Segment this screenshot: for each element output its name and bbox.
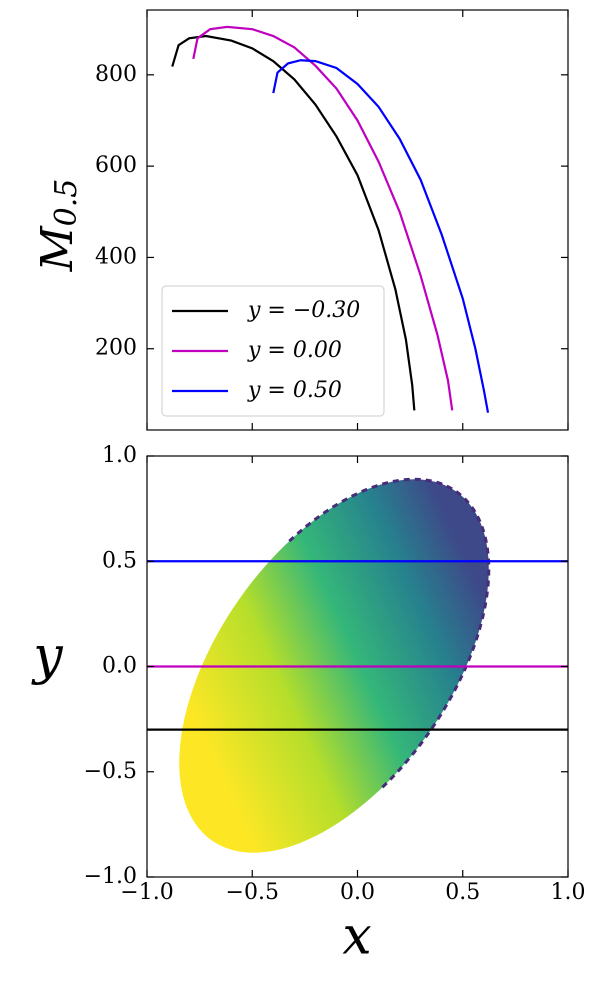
series-line — [272, 59, 490, 413]
x-tick-label: −0.5 — [226, 880, 279, 905]
boundary — [177, 477, 491, 855]
legend-label: y = −0.30 — [247, 298, 360, 323]
y-tick-label: 400 — [95, 244, 137, 269]
y-tick-label: 600 — [95, 153, 137, 178]
y-tick-label: −1.0 — [84, 864, 137, 889]
series-line — [192, 25, 454, 411]
x-tick-label: −1.0 — [120, 880, 173, 905]
legend-label: y = 0.00 — [247, 338, 342, 363]
y-tick-label: 0.0 — [102, 654, 137, 679]
y-axis-label: y — [31, 627, 63, 687]
y-axis-label-base: M — [32, 225, 83, 272]
y-axis-label: M0.5 — [32, 179, 85, 273]
y-tick-label: 200 — [95, 336, 137, 361]
y-axis-label-sub: 0.5 — [49, 179, 84, 227]
legend-label: y = 0.50 — [247, 378, 342, 403]
y-tick-label: 800 — [95, 62, 137, 87]
x-tick-label: 1.0 — [551, 880, 586, 905]
x-axis-label: x — [342, 907, 371, 967]
y-tick-label: −0.5 — [84, 759, 137, 784]
legend-box — [161, 285, 385, 417]
x-tick-label: 0.0 — [340, 880, 375, 905]
y-tick-label: 1.0 — [102, 443, 137, 468]
x-tick-label: 0.5 — [445, 880, 480, 905]
y-tick-label: 0.5 — [102, 548, 137, 573]
